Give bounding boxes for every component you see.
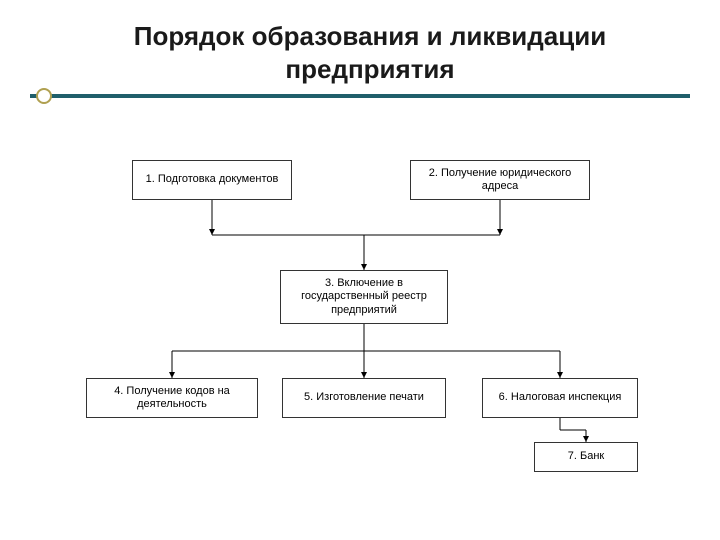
title-underline: [30, 94, 690, 98]
flow-node-n7: 7. Банк: [534, 442, 638, 472]
flow-node-n4: 4. Получение кодов на деятельность: [86, 378, 258, 418]
flow-node-n3: 3. Включение в государственный реестр пр…: [280, 270, 448, 324]
flow-node-n6: 6. Налоговая инспекция: [482, 378, 638, 418]
flow-node-n2: 2. Получение юридического адреса: [410, 160, 590, 200]
flow-node-n5: 5. Изготовление печати: [282, 378, 446, 418]
title-bullet: [36, 88, 52, 104]
page-title: Порядок образования и ликвидации предпри…: [60, 20, 680, 85]
flow-node-n1: 1. Подготовка документов: [132, 160, 292, 200]
